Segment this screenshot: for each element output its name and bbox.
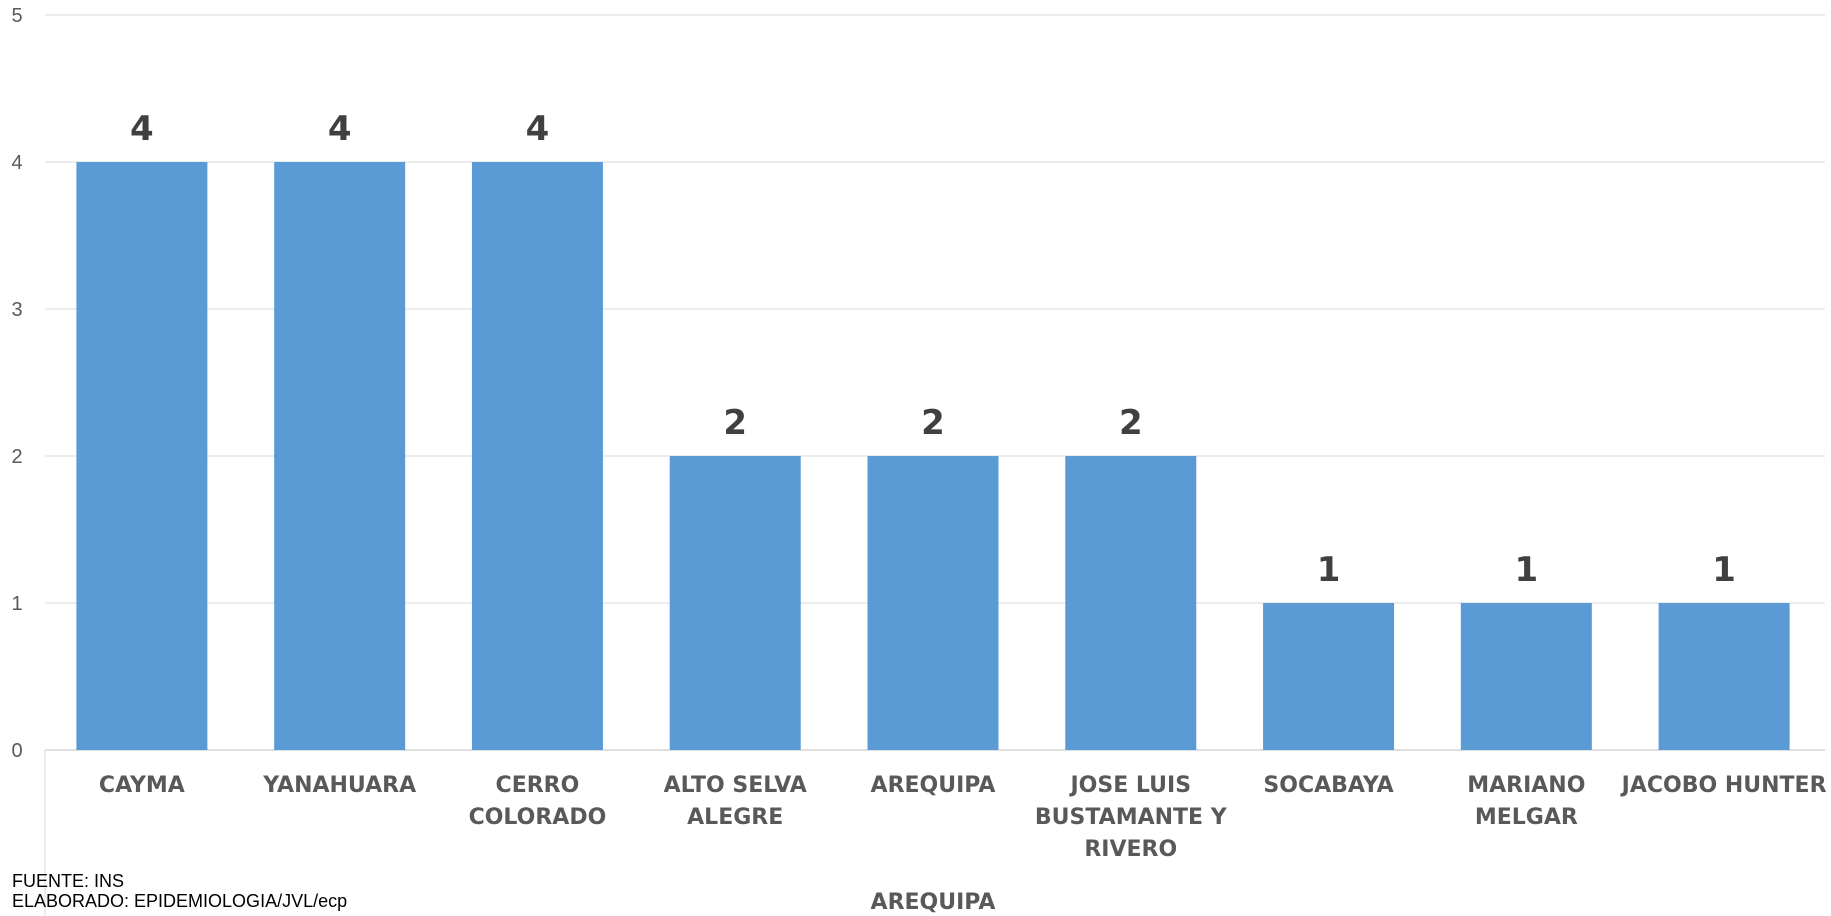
bar xyxy=(1065,456,1197,750)
category-labels: CAYMA YANAHUARA CERRO COLORADO ALTO SELVA ALE… xyxy=(99,773,1827,862)
category-label: JOSE LUIS BUSTAMANTE Y RIVERO xyxy=(1035,773,1228,862)
y-axis-ticks: 0 1 2 3 4 5 xyxy=(11,5,22,762)
category-label: CERRO COLORADO xyxy=(469,773,607,830)
data-label: 4 xyxy=(526,109,550,149)
bar xyxy=(669,456,801,750)
category-label: MARIANO MELGAR xyxy=(1467,773,1585,830)
source-note-line2: ELABORADO: EPIDEMIOLOGIA/JVL/ecp xyxy=(12,891,348,911)
y-tick-label: 0 xyxy=(11,740,22,762)
category-label: SOCABAYA xyxy=(1263,773,1393,798)
category-label: YANAHUARA xyxy=(262,773,416,798)
data-labels: 4 4 4 2 2 2 1 1 1 xyxy=(130,109,1736,590)
bar xyxy=(1460,603,1592,750)
category-label: CAYMA xyxy=(99,773,185,798)
bar xyxy=(867,456,999,750)
bars xyxy=(76,162,1790,750)
data-label: 4 xyxy=(130,109,154,149)
y-tick-label: 1 xyxy=(11,593,22,615)
bar xyxy=(1658,603,1790,750)
data-label: 1 xyxy=(1712,550,1736,590)
data-label: 2 xyxy=(921,403,945,443)
data-label: 1 xyxy=(1514,550,1538,590)
group-axis-label: AREQUIPA xyxy=(871,890,996,915)
y-tick-label: 4 xyxy=(11,152,22,174)
category-label: JACOBO HUNTER xyxy=(1620,773,1827,798)
data-label: 1 xyxy=(1317,550,1341,590)
data-label: 2 xyxy=(1119,403,1143,443)
bar xyxy=(1263,603,1395,750)
source-note-line1: FUENTE: INS xyxy=(12,871,125,891)
bar xyxy=(471,162,603,750)
data-label: 2 xyxy=(723,403,747,443)
y-tick-label: 2 xyxy=(11,446,22,468)
data-label: 4 xyxy=(328,109,352,149)
y-tick-label: 5 xyxy=(11,5,22,27)
bar xyxy=(274,162,406,750)
y-tick-label: 3 xyxy=(11,299,22,321)
category-label: AREQUIPA xyxy=(871,773,996,798)
category-label: ALTO SELVA ALEGRE xyxy=(664,773,807,830)
bar xyxy=(76,162,208,750)
